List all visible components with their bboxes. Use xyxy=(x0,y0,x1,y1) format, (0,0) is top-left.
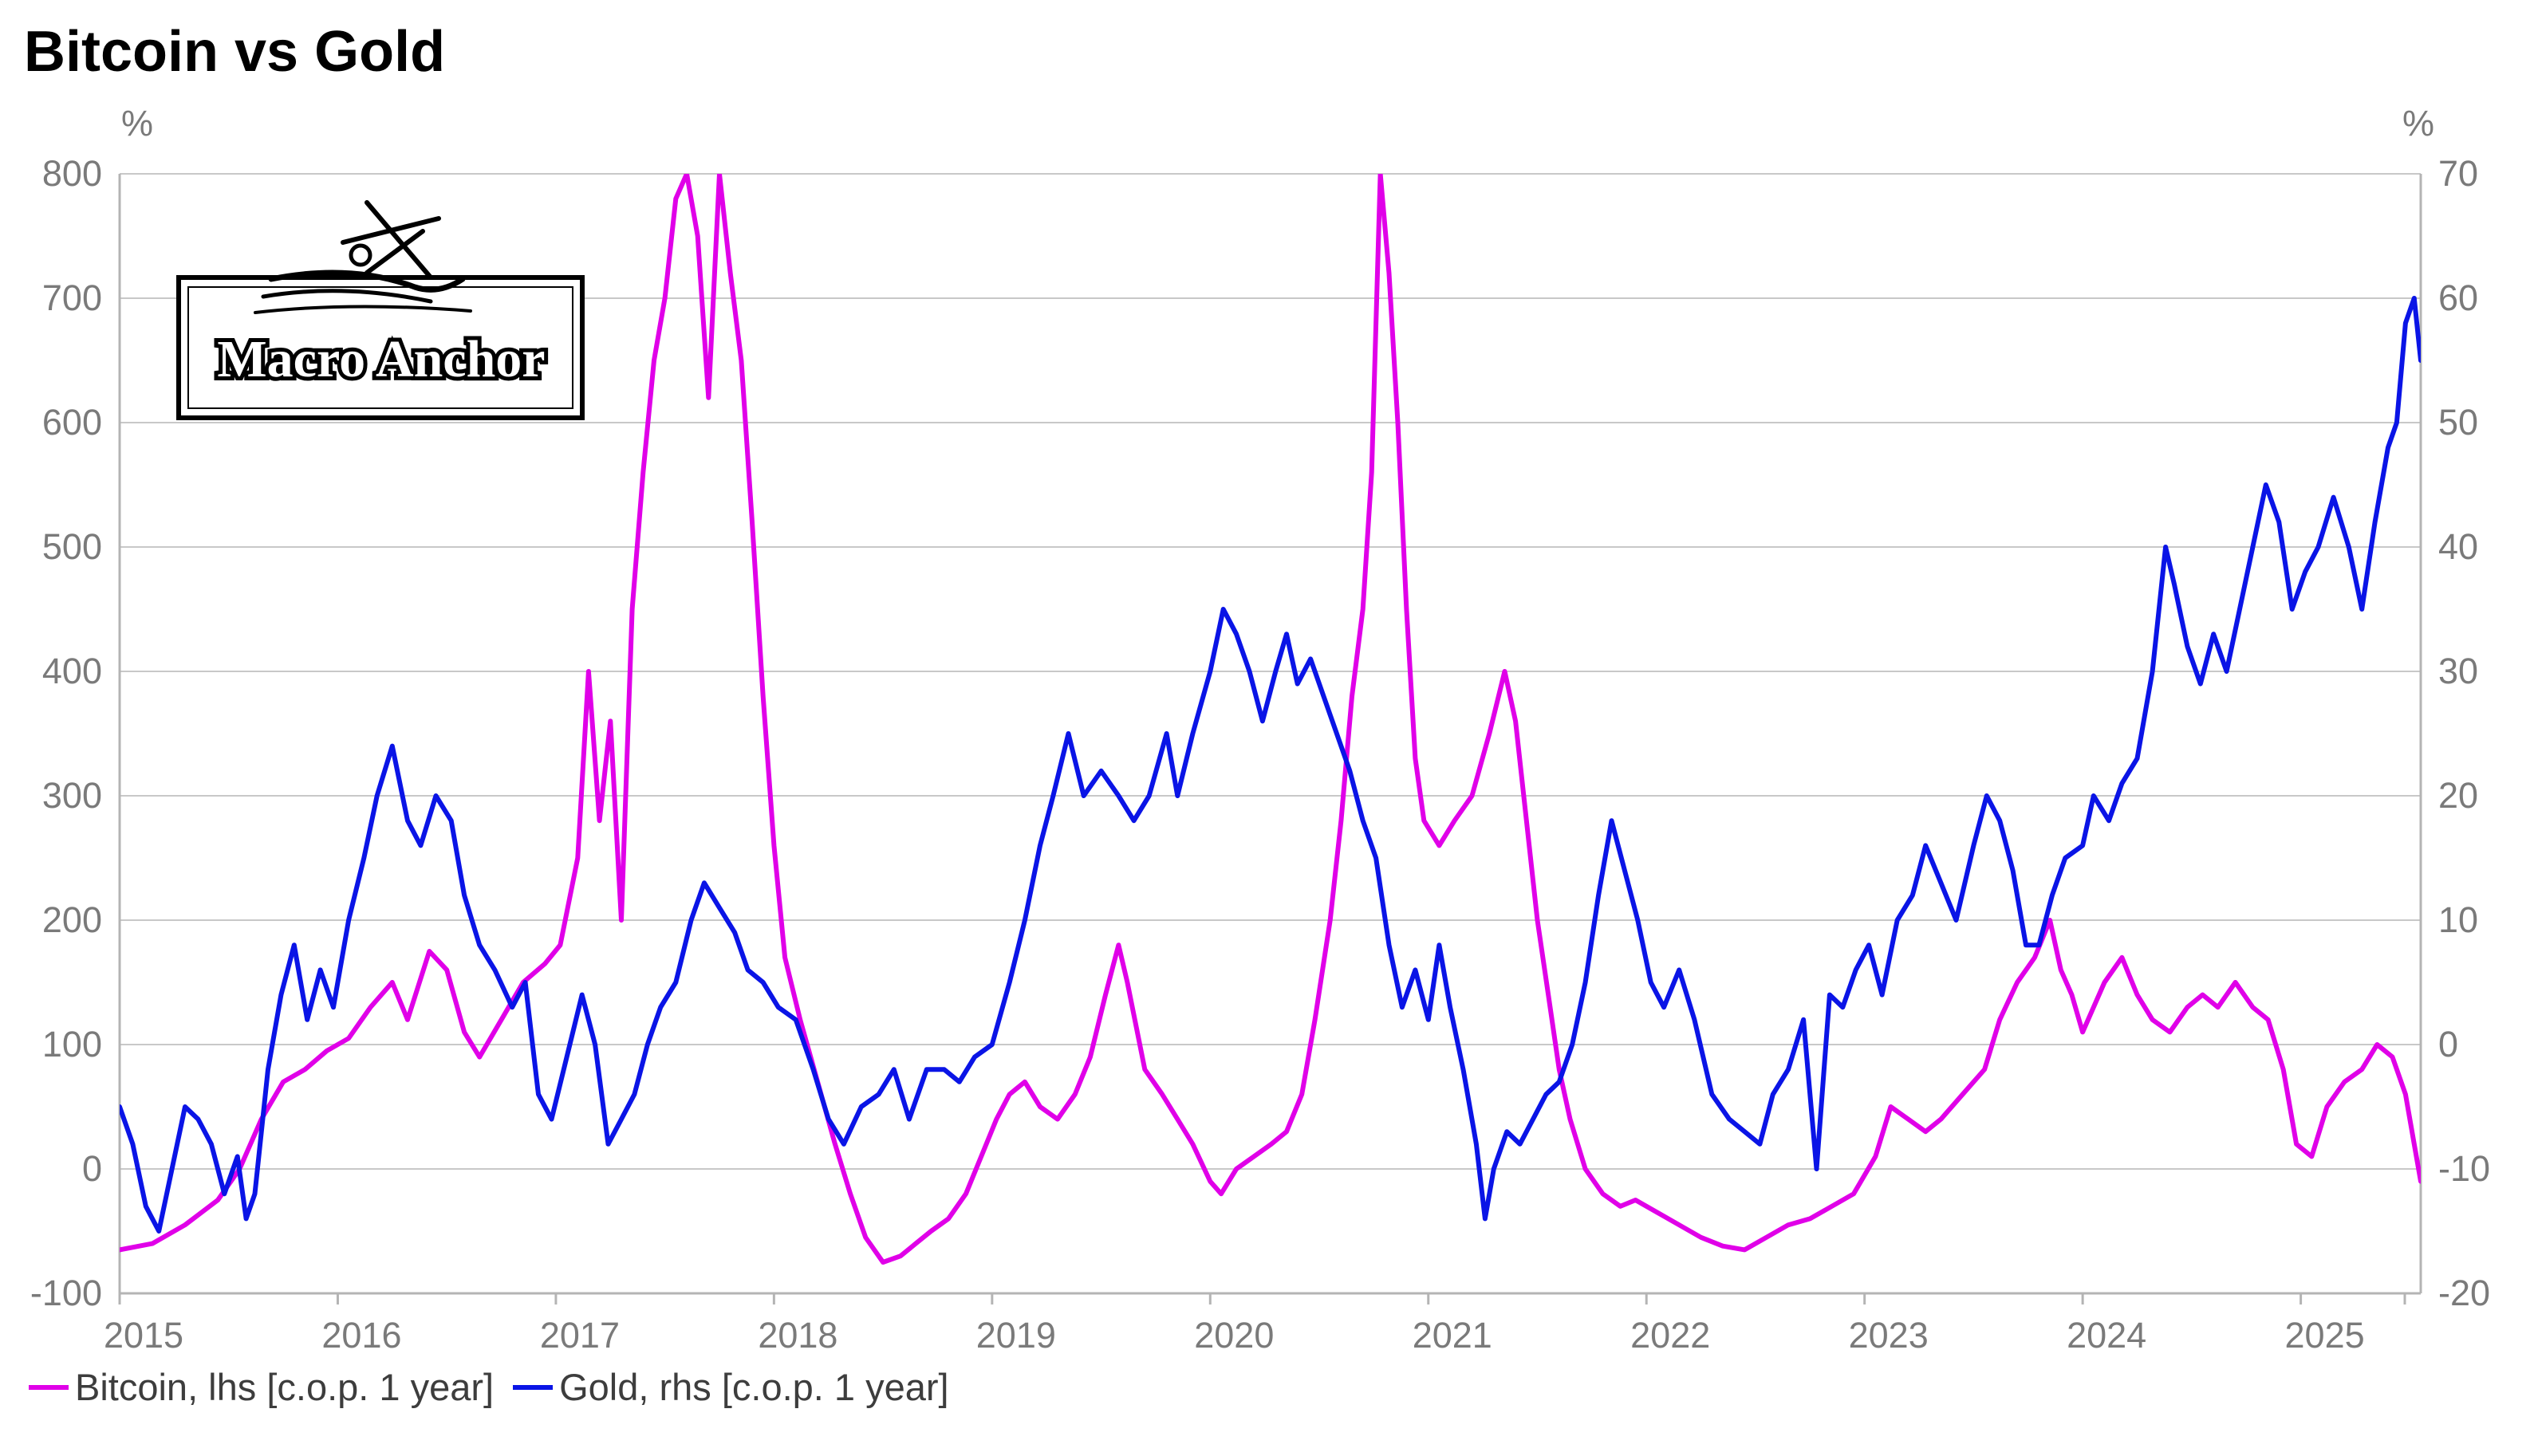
series-line-bitcoin xyxy=(120,174,2421,1265)
x-tick-label: 2023 xyxy=(1849,1315,1929,1356)
legend-swatch-bitcoin xyxy=(29,1384,69,1390)
x-tick-label: 2017 xyxy=(540,1315,620,1356)
x-tick-label: 2021 xyxy=(1413,1315,1492,1356)
left-tick-label: 400 xyxy=(42,651,102,691)
x-tick-label: 2025 xyxy=(2285,1315,2365,1356)
legend-swatch-gold xyxy=(513,1384,554,1390)
x-tick-label: 2024 xyxy=(2067,1315,2146,1356)
right-tick-label: 70 xyxy=(2438,153,2478,194)
legend-label-gold: Gold, rhs [c.o.p. 1 year] xyxy=(559,1366,949,1408)
right-tick-label: 60 xyxy=(2438,277,2478,318)
right-tick-label: -10 xyxy=(2438,1148,2490,1189)
left-tick-label: 200 xyxy=(42,899,102,940)
x-axis-ticks: 2015 2016 2017 2018 2019 2020 2021 2022 2023 2024… xyxy=(104,1293,2406,1356)
right-tick-label: 30 xyxy=(2438,651,2478,691)
legend-item-bitcoin: Bitcoin, lhs [c.o.p. 1 year] xyxy=(29,1365,494,1409)
x-tick-label: 2016 xyxy=(321,1315,401,1356)
left-tick-label: 0 xyxy=(82,1148,102,1189)
logo-text: Macro Anchor xyxy=(217,330,545,388)
logo-text-outline: Macro Anchor xyxy=(217,330,545,388)
left-axis-ticks: 800 700 600 500 400 300 200 100 0 -100 xyxy=(30,153,102,1313)
right-tick-label: 40 xyxy=(2438,526,2478,567)
legend-item-gold: Gold, rhs [c.o.p. 1 year] xyxy=(513,1365,949,1409)
legend: Bitcoin, lhs [c.o.p. 1 year] Gold, rhs [… xyxy=(29,1365,968,1409)
anchor-icon xyxy=(254,200,472,314)
x-tick-label: 2020 xyxy=(1194,1315,1274,1356)
series-layer xyxy=(120,174,2421,1265)
x-tick-label: 2018 xyxy=(758,1315,837,1356)
right-tick-label: 50 xyxy=(2438,402,2478,443)
right-tick-label: 0 xyxy=(2438,1024,2458,1064)
left-tick-label: -100 xyxy=(30,1273,102,1313)
x-tick-label: 2015 xyxy=(104,1315,183,1356)
left-tick-label: 100 xyxy=(42,1024,102,1064)
left-tick-label: 300 xyxy=(42,775,102,816)
left-tick-label: 700 xyxy=(42,277,102,318)
series-line-gold xyxy=(120,296,2421,1234)
left-axis-unit: % xyxy=(121,103,153,144)
right-tick-label: 10 xyxy=(2438,899,2478,940)
left-tick-label: 600 xyxy=(42,402,102,443)
x-tick-label: 2022 xyxy=(1630,1315,1710,1356)
left-tick-label: 800 xyxy=(42,153,102,194)
legend-label-bitcoin: Bitcoin, lhs [c.o.p. 1 year] xyxy=(75,1366,495,1408)
right-axis-ticks: 70 60 50 40 30 20 10 0 -10 -20 xyxy=(2438,153,2490,1313)
macro-anchor-logo: Macro Anchor Macro Anchor xyxy=(175,199,587,421)
chart-title: Bitcoin vs Gold xyxy=(24,20,446,84)
right-tick-label: -20 xyxy=(2438,1273,2490,1313)
right-axis-unit: % xyxy=(2402,103,2434,144)
right-tick-label: 20 xyxy=(2438,775,2478,816)
x-tick-label: 2019 xyxy=(976,1315,1056,1356)
left-tick-label: 500 xyxy=(42,526,102,567)
